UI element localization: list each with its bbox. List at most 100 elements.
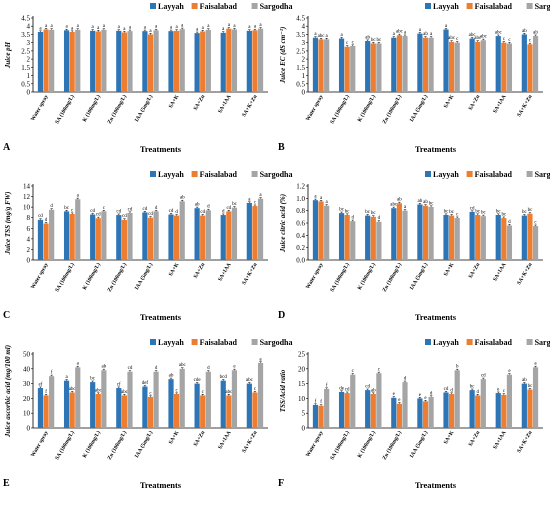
significance-label: ab [522, 29, 527, 34]
significance-label: a [202, 26, 205, 31]
bar-layyah [365, 390, 371, 428]
significance-label: d [155, 206, 158, 211]
significance-label: d [155, 366, 158, 371]
significance-label: f [51, 371, 53, 376]
category-label: Water spray [305, 262, 325, 290]
significance-label: a [314, 195, 317, 200]
significance-label: ab [371, 388, 376, 393]
significance-label: b [456, 365, 459, 370]
bar-layyah [521, 383, 527, 428]
y-tick-label: 8 [27, 214, 31, 222]
category-label: SA+IAA [217, 430, 232, 451]
bar-faisalabad [69, 392, 75, 428]
bar-layyah [338, 38, 345, 92]
bar-layyah [168, 379, 174, 428]
y-tick-label: 1 [27, 72, 31, 80]
category-label: K (100mg/L) [81, 93, 102, 123]
bar-sargodha [480, 216, 486, 260]
significance-label: c [456, 212, 459, 217]
bar-faisalabad [43, 395, 49, 428]
category-label: SA+K [443, 93, 456, 109]
significance-label: bc [475, 209, 481, 214]
significance-label: cd [345, 387, 350, 392]
bar-faisalabad [318, 405, 324, 428]
panel-letter: D [278, 310, 285, 321]
bar-faisalabad [121, 395, 127, 428]
significance-label: c [503, 37, 506, 42]
category-label: SA (100mg/L) [54, 429, 76, 461]
bar-layyah [194, 33, 200, 92]
bar-layyah [338, 213, 345, 260]
y-tick-label: 3 [302, 39, 306, 47]
significance-label: a [129, 26, 132, 31]
y-tick-label: 2 [27, 246, 31, 254]
category-label: SA+Zn [468, 430, 482, 448]
significance-label: bc [365, 210, 371, 215]
bar-layyah [469, 390, 475, 428]
bar-sargodha [454, 218, 460, 260]
bar-faisalabad [147, 34, 154, 92]
bar-layyah [37, 219, 44, 260]
significance-label: e [393, 392, 396, 397]
legend-label-layyah: Layyah [158, 170, 184, 179]
significance-label: a [259, 357, 262, 362]
significance-label: abc [448, 36, 456, 41]
y-tick-label: 3.5 [296, 31, 305, 39]
bar-layyah [469, 38, 475, 92]
y-tick-label: 15 [298, 380, 306, 388]
significance-label: a [92, 25, 95, 30]
significance-label: bc [429, 201, 435, 206]
bar-sargodha [402, 382, 408, 428]
legend-label-layyah: Layyah [158, 2, 184, 11]
category-label: SA+Zn [468, 94, 482, 112]
category-label: SA+Zn [468, 262, 482, 280]
significance-label: c [202, 390, 205, 395]
bar-faisalabad [370, 216, 376, 260]
significance-label: c [503, 389, 506, 394]
y-axis-label: TSS/Acid ratio [279, 369, 287, 412]
bar-layyah [246, 383, 252, 428]
significance-label: abc [246, 378, 254, 383]
y-tick-label: 1.2 [296, 183, 305, 191]
significance-label: ab [533, 30, 538, 35]
bar-sargodha [127, 371, 133, 428]
bar-sargodha [376, 221, 382, 260]
significance-label: c [534, 220, 537, 225]
category-label: Zn (100mg/L) [381, 429, 403, 461]
panel-B: Layyah Faisalabad Sargodha 00.511.522.533.5… [278, 2, 550, 154]
category-label: SA+K [443, 261, 456, 277]
significance-label: d [508, 220, 511, 225]
bar-layyah [495, 393, 501, 428]
significance-label: a [254, 25, 257, 30]
legend-label-sargodha: Sargodha [535, 2, 550, 11]
bar-layyah [312, 200, 319, 260]
significance-label: a [222, 27, 225, 32]
significance-label: bc [522, 210, 528, 215]
significance-label: d [404, 377, 407, 382]
significance-label: a [71, 26, 74, 31]
y-tick-label: 4 [27, 23, 31, 31]
bar-sargodha [376, 43, 382, 92]
panel-letter: C [3, 310, 10, 321]
category-label: SA+IAA [217, 94, 232, 115]
bar-layyah [90, 214, 96, 260]
legend-label-faisalabad: Faisalabad [200, 2, 238, 11]
bar-layyah [495, 214, 501, 260]
significance-label: cf [117, 382, 121, 387]
significance-label: c [254, 387, 257, 392]
bar-sargodha [428, 37, 434, 92]
significance-label: a [77, 362, 80, 367]
category-label: SA+IAA [492, 262, 507, 283]
bar-faisalabad [475, 41, 481, 92]
significance-label: a [155, 25, 158, 30]
significance-label: a [39, 26, 42, 31]
bar-sargodha [506, 43, 513, 92]
significance-label: f [320, 400, 322, 405]
bar-sargodha [127, 212, 133, 260]
significance-label: c [175, 388, 178, 393]
significance-label: cd [90, 209, 95, 214]
category-label: Water spray [30, 262, 50, 290]
significance-label: c [149, 391, 152, 396]
y-tick-label: 5 [302, 410, 306, 418]
category-label: SA+K [168, 429, 181, 445]
